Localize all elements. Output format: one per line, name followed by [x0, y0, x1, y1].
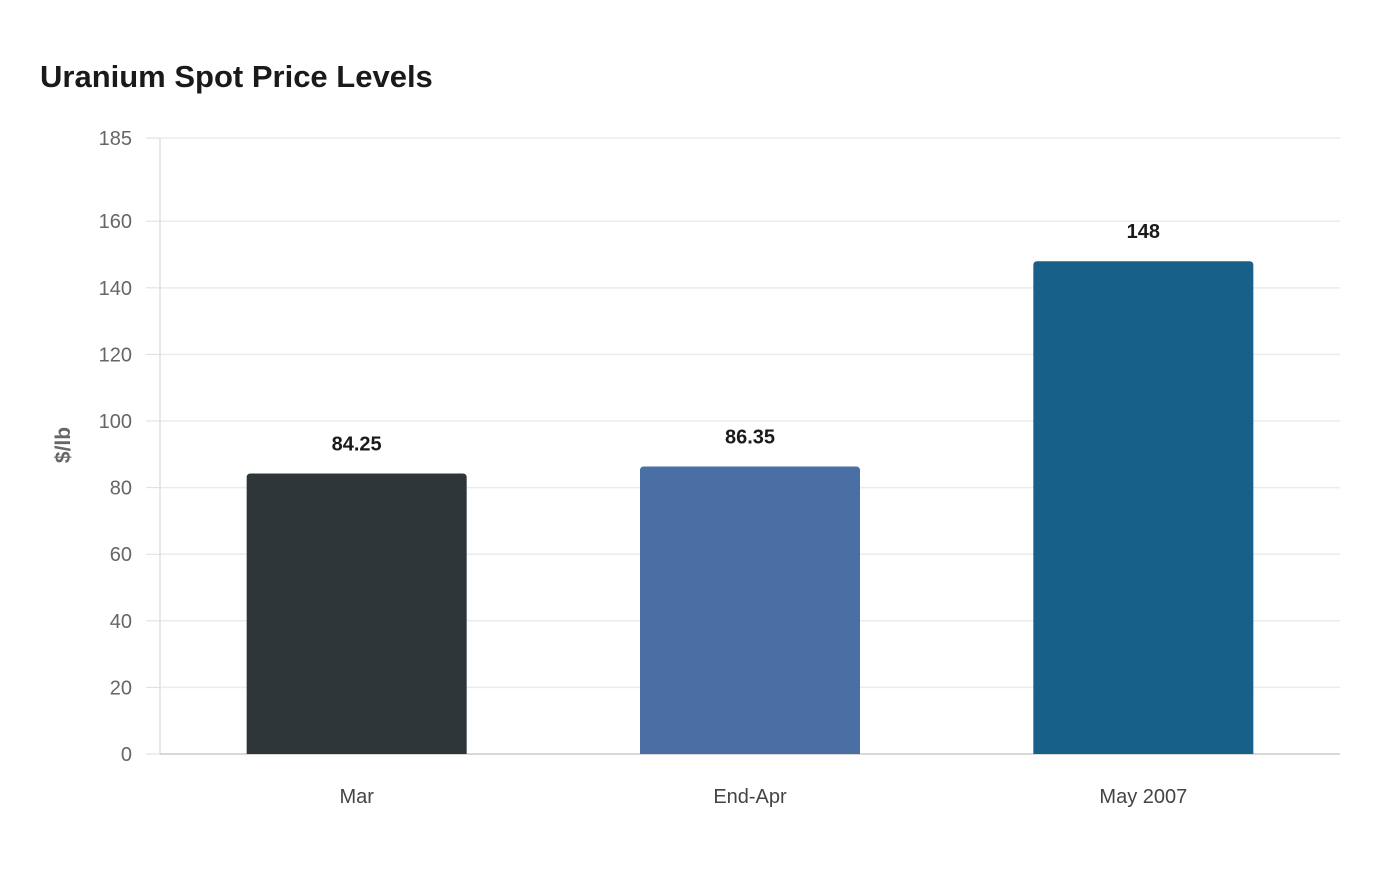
y-tick-label: 0	[121, 744, 132, 766]
value-label: 86.35	[725, 426, 775, 448]
x-tick-label: May 2007	[1099, 786, 1187, 808]
x-tick-label: End-Apr	[713, 786, 787, 808]
labels: 0 20 40 60 80 100 120 140 160 185 84.25 Mar 86.35 End…	[99, 128, 1188, 808]
chart-title: Uranium Spot Price Levels	[40, 59, 433, 94]
bar-end-apr	[640, 466, 860, 754]
value-label: 84.25	[332, 433, 382, 455]
y-axis-title: $/lb	[52, 427, 75, 463]
y-tick-label: 140	[99, 278, 132, 300]
y-tick-label: 40	[110, 611, 132, 633]
y-tick-label: 100	[99, 411, 132, 433]
bar-mar	[246, 473, 467, 754]
y-tick-label: 80	[110, 478, 132, 500]
y-tick-label: 60	[110, 544, 132, 566]
value-label: 148	[1127, 221, 1160, 243]
y-tick-label: 20	[110, 677, 132, 699]
bar-may-2007	[1033, 261, 1254, 754]
y-tick-label: 160	[99, 211, 132, 233]
x-tick-label: Mar	[339, 786, 374, 808]
y-tick-label: 120	[99, 344, 132, 366]
bars	[246, 261, 1254, 754]
y-tick-label: 185	[99, 128, 132, 150]
